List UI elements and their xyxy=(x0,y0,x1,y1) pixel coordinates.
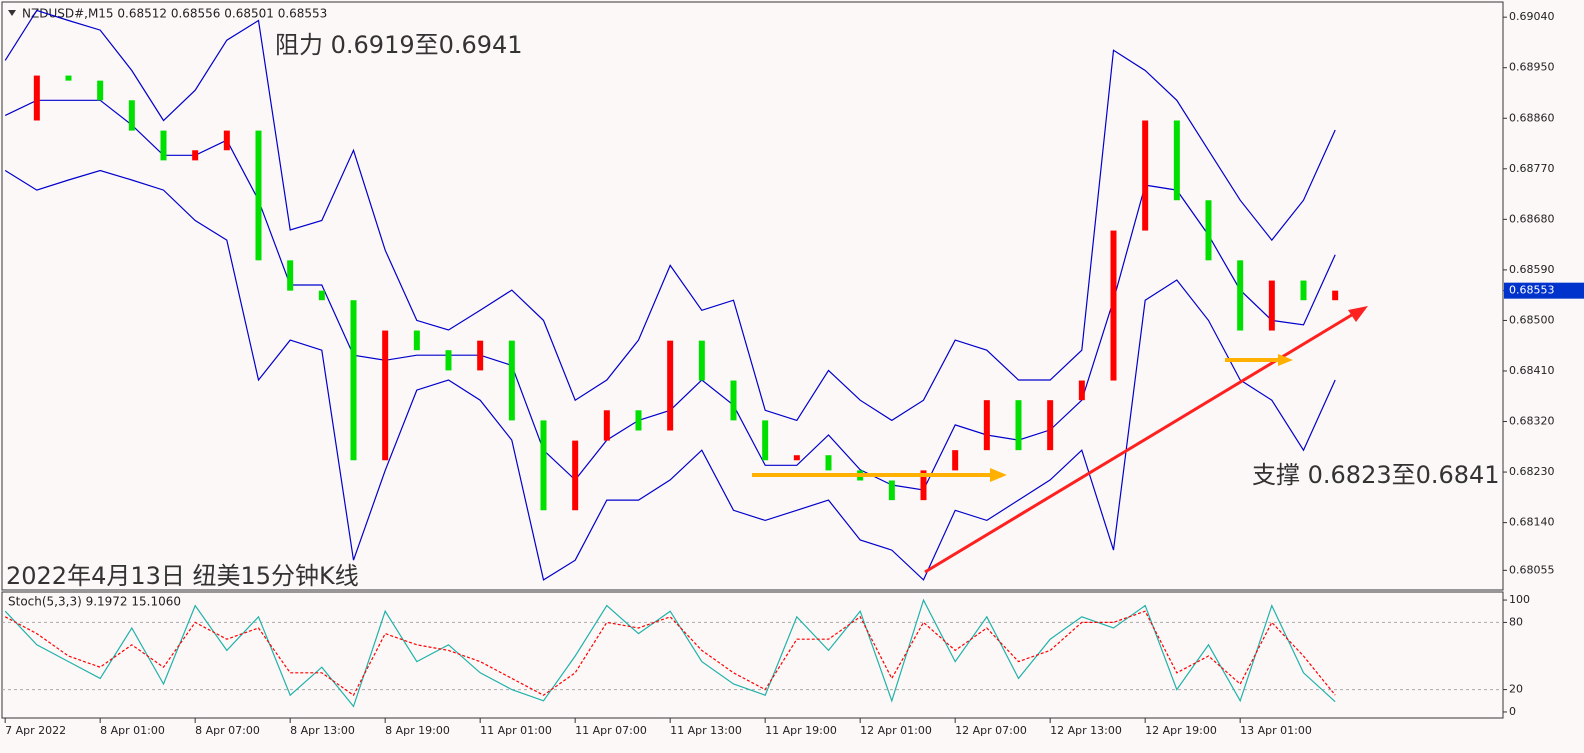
candle-body xyxy=(540,420,547,511)
candle-body xyxy=(572,440,579,511)
candle-body xyxy=(1300,280,1307,301)
candle-body xyxy=(1332,290,1339,301)
candle-body xyxy=(33,75,40,121)
candle-body xyxy=(445,350,452,371)
y-tick-label: 80 xyxy=(1509,615,1523,628)
candle-body xyxy=(287,260,294,291)
candle-body xyxy=(952,450,959,471)
y-tick-label: 0.68140 xyxy=(1509,516,1555,529)
x-tick-label: 12 Apr 19:00 xyxy=(1145,724,1217,737)
candle-body xyxy=(1173,120,1180,201)
candle-body xyxy=(1015,400,1022,451)
candle-body xyxy=(1078,380,1085,401)
candle-body xyxy=(413,330,420,351)
trend-arrowhead xyxy=(1348,306,1368,322)
candle-body xyxy=(762,420,769,461)
x-tick-label: 12 Apr 13:00 xyxy=(1050,724,1122,737)
y-tick-label: 100 xyxy=(1509,593,1530,606)
candle-body xyxy=(160,130,167,161)
support-arrowhead xyxy=(990,468,1007,482)
x-tick-label: 7 Apr 2022 xyxy=(5,724,66,737)
last-price-box xyxy=(1504,282,1584,299)
candle-body xyxy=(635,410,642,431)
x-tick-label: 11 Apr 13:00 xyxy=(670,724,742,737)
x-tick-label: 13 Apr 01:00 xyxy=(1240,724,1312,737)
bollinger-lower xyxy=(4,169,1336,581)
y-tick-label: 0.68680 xyxy=(1509,212,1555,225)
candle-body xyxy=(97,80,104,101)
y-tick-label: 20 xyxy=(1509,683,1523,696)
y-tick-label: 0.68055 xyxy=(1509,563,1555,576)
x-tick-label: 8 Apr 07:00 xyxy=(195,724,260,737)
candle-body xyxy=(793,455,800,461)
candle-body xyxy=(667,340,674,431)
y-tick-label: 0.68770 xyxy=(1509,162,1555,175)
y-tick-label: 0.68860 xyxy=(1509,111,1555,124)
symbol-header: NZDUSD#,M15 0.68512 0.68556 0.68501 0.68… xyxy=(22,7,327,21)
candle-body xyxy=(1205,200,1212,261)
chart-caption: 2022年4月13日 纽美15分钟K线 xyxy=(6,562,359,590)
menu-arrow xyxy=(8,10,16,16)
support-note: 支撑 0.6823至0.6841 xyxy=(1252,461,1500,489)
candle-body xyxy=(983,400,990,451)
bollinger-upper xyxy=(4,9,1336,422)
candle-body xyxy=(888,480,895,501)
stoch-line xyxy=(4,598,1336,708)
main-frame xyxy=(1,1,1504,591)
resistance-note: 阻力 0.6919至0.6941 xyxy=(275,31,523,59)
x-tick-label: 8 Apr 13:00 xyxy=(290,724,355,737)
x-tick-label: 11 Apr 01:00 xyxy=(480,724,552,737)
stoch-frame xyxy=(1,591,1504,719)
candle-body xyxy=(318,290,325,301)
last-price-label: 0.68553 xyxy=(1509,284,1555,297)
stoch-line xyxy=(4,610,1336,697)
x-tick-label: 8 Apr 19:00 xyxy=(385,724,450,737)
candle-body xyxy=(1110,230,1117,381)
candle-body xyxy=(255,130,262,261)
candle-body xyxy=(1268,280,1275,331)
candle-body xyxy=(698,340,705,381)
candle-body xyxy=(1142,120,1149,231)
stoch-header: Stoch(5,3,3) 9.1972 15.1060 xyxy=(8,595,181,609)
candle-body xyxy=(350,300,357,461)
x-tick-label: 11 Apr 19:00 xyxy=(765,724,837,737)
x-tick-label: 12 Apr 01:00 xyxy=(860,724,932,737)
candle-body xyxy=(65,75,72,81)
x-tick-label: 11 Apr 07:00 xyxy=(575,724,647,737)
support-arrowhead xyxy=(1278,354,1293,366)
y-tick-label: 0.69040 xyxy=(1509,10,1555,23)
candle-body xyxy=(223,130,230,151)
y-tick-label: 0.68500 xyxy=(1509,313,1555,326)
y-tick-label: 0.68950 xyxy=(1509,61,1555,74)
candle-body xyxy=(1047,400,1054,451)
y-tick-label: 0.68590 xyxy=(1509,263,1555,276)
candle-body xyxy=(603,410,610,441)
y-tick-label: 0 xyxy=(1509,705,1516,718)
candle-body xyxy=(730,380,737,421)
candle-body xyxy=(1237,260,1244,331)
candle-body xyxy=(508,340,515,421)
y-tick-label: 0.68410 xyxy=(1509,364,1555,377)
candle-body xyxy=(920,470,927,501)
x-tick-label: 12 Apr 07:00 xyxy=(955,724,1027,737)
candle-body xyxy=(477,340,484,371)
y-tick-label: 0.68320 xyxy=(1509,415,1555,428)
candle-body xyxy=(382,330,389,461)
candle-body xyxy=(128,100,135,131)
candle-body xyxy=(825,455,832,471)
y-tick-label: 0.68230 xyxy=(1509,465,1555,478)
x-tick-label: 8 Apr 01:00 xyxy=(100,724,165,737)
candle-body xyxy=(192,150,199,161)
